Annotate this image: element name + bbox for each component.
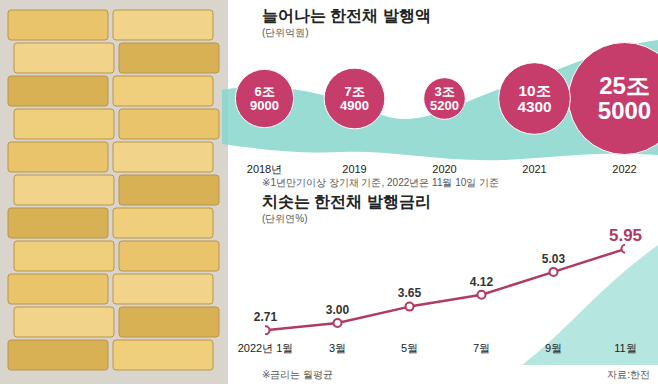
html-text:자료:한전: 자료:한전 — [607, 369, 650, 380]
svg-text:2.71: 2.71 — [254, 310, 278, 324]
html-text:※금리는 월평균: ※금리는 월평균 — [262, 369, 334, 380]
svg-text:3조5200: 3조5200 — [430, 84, 459, 113]
svg-text:5.03: 5.03 — [542, 252, 566, 266]
html-text:치솟는 한전채 발행금리: 치솟는 한전채 발행금리 — [262, 193, 431, 210]
svg-text:6조9000: 6조9000 — [250, 84, 279, 113]
svg-text:2022: 2022 — [612, 163, 636, 175]
svg-text:2021: 2021 — [522, 163, 546, 175]
svg-text:7조4900: 7조4900 — [340, 84, 369, 113]
svg-text:2018년: 2018년 — [247, 163, 282, 175]
svg-text:2019: 2019 — [342, 163, 366, 175]
html-text:늘어나는 한전채 발행액: 늘어나는 한전채 발행액 — [262, 7, 431, 24]
svg-text:5.95: 5.95 — [609, 226, 642, 245]
svg-text:25조5000: 25조5000 — [598, 72, 651, 124]
svg-text:2020: 2020 — [432, 163, 456, 175]
svg-text:3월: 3월 — [329, 342, 346, 354]
svg-text:2022년 1월: 2022년 1월 — [238, 342, 294, 354]
svg-text:11월: 11월 — [614, 342, 636, 354]
svg-text:5월: 5월 — [401, 342, 418, 354]
svg-text:9월: 9월 — [545, 342, 562, 354]
html-text:※1년만기이상 장기채 기준, 2022년은 11월 10일: ※1년만기이상 장기채 기준, 2022년은 11월 10일 기준 — [262, 177, 500, 188]
svg-text:7월: 7월 — [473, 342, 490, 354]
svg-text:3.65: 3.65 — [398, 286, 422, 300]
svg-text:10조4300: 10조4300 — [517, 82, 551, 115]
html-text:(단위억원): (단위억원) — [262, 27, 309, 38]
html-text:(단위연%): (단위연%) — [262, 213, 308, 224]
svg-text:4.12: 4.12 — [470, 275, 494, 289]
svg-text:3.00: 3.00 — [326, 303, 350, 317]
